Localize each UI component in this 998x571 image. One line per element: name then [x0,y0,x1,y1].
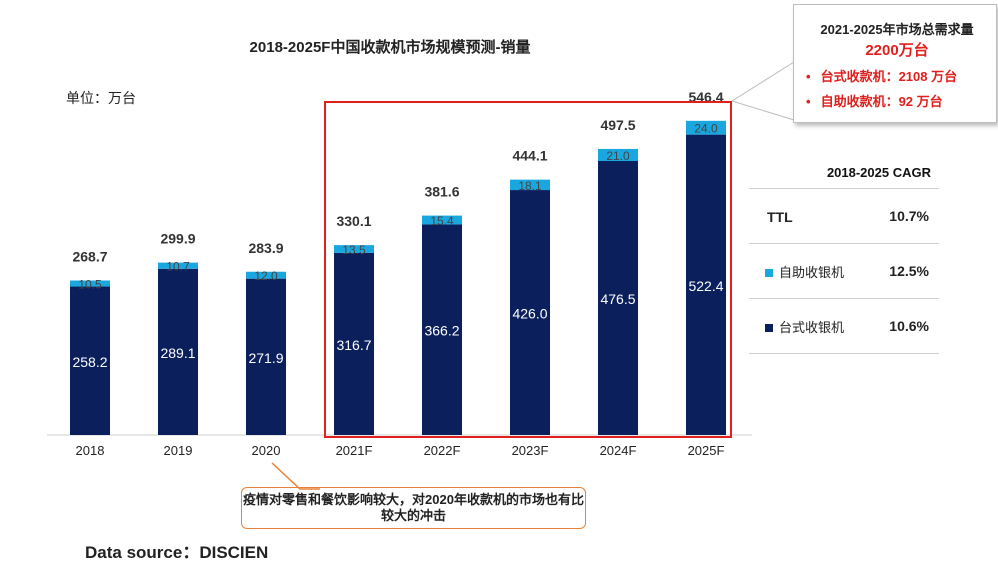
cagr-header: 2018-2025 CAGR [749,158,939,189]
data-label-self-service: 15.4 [430,214,454,228]
bar-segment-self-service [158,262,198,269]
data-label-self-service: 10.5 [78,278,102,292]
callout-connector [731,61,795,102]
callout-connector [731,100,795,121]
x-tick-label: 2019 [164,443,193,458]
bar-segment-self-service [510,179,550,191]
cagr-row-label: 台式收银机 [779,320,845,335]
total-label: 268.7 [72,248,107,264]
bar-segment-desktop [246,278,286,435]
callout-title: 2021-2025年市场总需求量 [820,22,974,37]
cagr-row-desktop: 台式收银机 10.6% [749,299,939,354]
bar-segment-desktop [686,134,726,435]
data-label-desktop: 316.7 [336,337,371,353]
bar-segment-self-service [334,245,374,253]
bar-segment-self-service [686,120,726,135]
bar-segment-desktop [70,286,110,435]
data-label-self-service: 10.7 [166,260,190,274]
cagr-row-value: 10.7% [889,208,929,224]
data-label-self-service: 21.0 [606,149,630,163]
forecast-highlight-box [324,101,732,438]
total-label: 497.5 [600,117,635,133]
note-connector [271,462,320,490]
chart-title: 2018-2025F中国收款机市场规模预测-销量 [249,39,531,56]
x-tick-label: 2020 [252,443,281,458]
legend-swatch-self-service [765,269,773,277]
cagr-table: 2018-2025 CAGR TTL 10.7% 自助收银机 12.5% 台式收… [749,158,939,354]
x-tick-label: 2022F [424,443,461,458]
callout-item-self-service: 自助收款机：92 万台 [806,91,988,110]
data-label-self-service: 18.1 [518,179,542,193]
data-label-self-service: 12.0 [254,269,278,283]
data-label-self-service: 24.0 [694,122,718,136]
callout-item-desktop: 台式收款机：2108 万台 [806,66,988,85]
total-label: 546.4 [688,89,723,105]
x-tick-label: 2021F [336,443,373,458]
x-tick-label: 2025F [688,443,725,458]
bar-segment-self-service [598,148,638,162]
x-tick-label: 2023F [512,443,549,458]
cagr-row-value: 10.6% [889,318,929,334]
total-demand-callout: 2021-2025年市场总需求量 2200万台 台式收款机：2108 万台 自助… [793,4,997,123]
cagr-row-self-service: 自助收银机 12.5% [749,244,939,299]
bar-segment-desktop [422,224,462,435]
data-label-desktop: 289.1 [160,345,195,361]
cagr-row-label: 自助收银机 [779,265,845,280]
data-label-desktop: 476.5 [600,291,635,307]
bar-segment-desktop [158,268,198,435]
data-label-desktop: 258.2 [72,354,107,370]
bar-segment-self-service [70,280,110,287]
x-tick-label: 2018 [76,443,105,458]
bar-segment-desktop [598,161,638,435]
legend-swatch-desktop [765,324,773,332]
total-label: 381.6 [424,184,459,200]
data-label-desktop: 522.4 [688,278,723,294]
bar-segment-desktop [334,252,374,435]
data-label-self-service: 13.5 [342,243,366,257]
cagr-row-label: TTL [767,209,793,225]
cagr-row-ttl: TTL 10.7% [749,189,939,244]
data-label-desktop: 366.2 [424,323,459,339]
cagr-row-value: 12.5% [889,263,929,279]
data-source: Data source：DISCIEN [85,543,269,562]
bar-segment-desktop [510,190,550,435]
x-tick-label: 2024F [600,443,637,458]
total-label: 330.1 [336,213,371,229]
unit-label: 单位：万台 [66,90,136,106]
callout-total: 2200万台 [865,42,929,59]
note-callout: 疫情对零售和餐饮影响较大，对2020年收款机的市场也有比较大的冲击 [241,487,586,529]
data-label-desktop: 426.0 [512,306,547,322]
data-label-desktop: 271.9 [248,350,283,366]
total-label: 444.1 [512,148,547,164]
bar-segment-self-service [246,271,286,279]
bar-segment-self-service [422,215,462,225]
total-label: 299.9 [160,231,195,247]
total-label: 283.9 [248,240,283,256]
